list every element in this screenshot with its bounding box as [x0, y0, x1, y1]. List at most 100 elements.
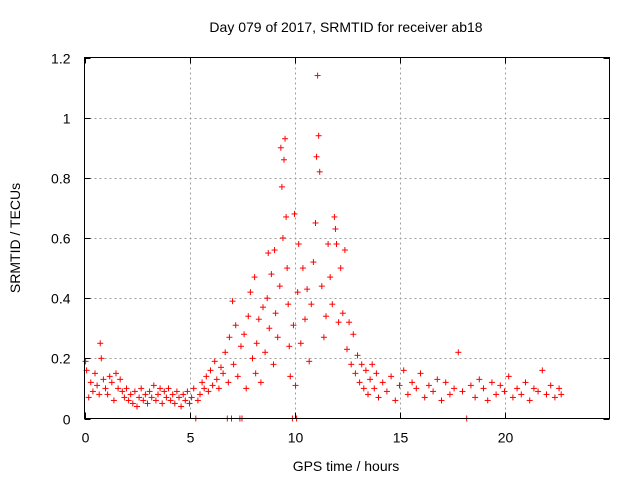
data-point: [188, 394, 195, 401]
data-point: [171, 400, 178, 407]
data-point: [409, 379, 416, 386]
data-point: [302, 316, 308, 323]
data-point: [354, 352, 361, 359]
data-point: [522, 379, 529, 386]
data-point: [152, 397, 159, 404]
data-point: [176, 394, 182, 401]
data-point: [230, 361, 237, 368]
data-point: [488, 379, 495, 386]
data-point: [369, 361, 376, 368]
data-point: [144, 400, 151, 407]
data-point: [476, 376, 483, 383]
data-point: [226, 334, 233, 341]
data-point: [396, 382, 403, 389]
x-tick-label: 15: [393, 430, 409, 446]
data-point: [87, 379, 94, 386]
data-point: [92, 370, 98, 377]
data-point: [121, 394, 128, 401]
data-point: [339, 310, 346, 317]
data-point: [136, 394, 143, 401]
data-point: [310, 259, 317, 266]
data-point: [558, 391, 565, 398]
data-point: [314, 72, 321, 79]
data-point: [178, 403, 185, 410]
data-point: [294, 289, 301, 296]
data-point: [459, 388, 466, 395]
data-point: [421, 394, 428, 401]
data-point: [283, 213, 290, 220]
grid-lines: [84, 57, 610, 419]
data-point: [352, 370, 359, 377]
data-point: [373, 370, 380, 377]
data-point: [295, 241, 302, 248]
data-point: [526, 397, 533, 404]
data-point: [430, 388, 437, 395]
data-point: [131, 388, 138, 395]
data-point: [442, 379, 449, 386]
x-tick-label: 20: [498, 430, 514, 446]
data-point: [194, 397, 201, 404]
chart-title: Day 079 of 2017, SRMTID for receiver ab1…: [209, 19, 482, 35]
data-point: [271, 247, 278, 254]
data-point: [148, 394, 155, 401]
data-point: [119, 388, 126, 395]
data-point: [245, 313, 252, 320]
data-point: [360, 385, 367, 392]
data-point: [434, 376, 441, 383]
y-tick-label: 0: [63, 412, 71, 428]
data-point: [215, 385, 222, 392]
data-point: [299, 265, 306, 272]
data-point: [278, 183, 285, 190]
data-point: [125, 397, 132, 404]
data-point: [167, 397, 174, 404]
data-point: [232, 322, 239, 329]
data-point: [371, 385, 378, 392]
x-axis-label: GPS time / hours: [293, 458, 400, 474]
data-point: [367, 376, 374, 383]
data-point: [539, 367, 546, 374]
data-point: [365, 391, 371, 398]
data-point: [113, 370, 119, 377]
data-point: [104, 391, 111, 398]
data-point: [514, 385, 521, 392]
data-point: [404, 391, 411, 398]
data-point: [505, 373, 512, 380]
data-point: [190, 385, 197, 392]
data-point: [518, 391, 525, 398]
data-point: [350, 331, 357, 338]
data-point: [362, 367, 369, 374]
data-point: [543, 391, 550, 398]
data-point: [182, 397, 189, 404]
data-point: [547, 382, 554, 389]
data-point: [260, 304, 266, 311]
data-point: [225, 379, 232, 386]
data-point: [207, 367, 214, 374]
data-point: [138, 385, 145, 392]
data-point: [106, 373, 113, 380]
data-point: [229, 298, 236, 305]
data-point: [127, 391, 134, 398]
data-point: [159, 400, 166, 407]
data-point: [413, 385, 420, 392]
data-point: [264, 295, 271, 302]
data-point: [100, 376, 107, 383]
data-point: [304, 286, 311, 293]
data-point: [274, 334, 281, 341]
data-point: [535, 388, 542, 395]
data-point: [306, 358, 313, 365]
data-point: [161, 388, 168, 395]
data-point: [186, 400, 193, 407]
data-point: [97, 340, 104, 347]
data-point: [327, 274, 334, 281]
data-point: [82, 358, 89, 365]
data-point: [284, 265, 291, 272]
data-point: [467, 382, 474, 389]
data-point: [222, 349, 229, 356]
data-point: [129, 400, 136, 407]
data-point: [551, 394, 558, 401]
data-point: [253, 340, 260, 347]
data-point: [290, 322, 297, 329]
data-point: [388, 373, 395, 380]
data-point: [323, 313, 329, 320]
data-point: [241, 331, 248, 338]
